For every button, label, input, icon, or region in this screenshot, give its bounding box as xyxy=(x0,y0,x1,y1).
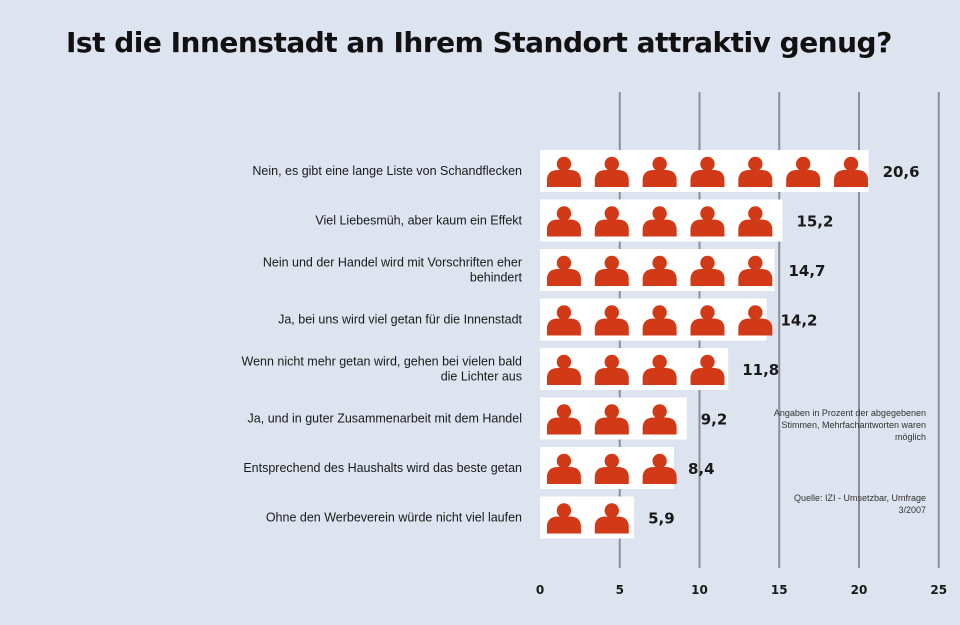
person-icon xyxy=(546,354,581,385)
person-icon xyxy=(690,206,725,237)
person-icon xyxy=(594,206,629,237)
person-icon xyxy=(690,354,725,385)
person-icon xyxy=(738,206,773,237)
person-icon xyxy=(642,354,677,385)
category-label: Nein, es gibt eine lange Liste von Schan… xyxy=(252,164,522,178)
person-icon xyxy=(594,404,629,435)
category-label: Wenn nicht mehr getan wird, gehen bei vi… xyxy=(242,355,523,384)
person-icon xyxy=(594,503,629,534)
person-icon xyxy=(642,305,677,336)
bar-value-label: 15,2 xyxy=(796,213,833,231)
bar-value-label: 20,6 xyxy=(883,163,920,181)
person-icon xyxy=(546,503,581,534)
bar-value-label: 9,2 xyxy=(701,411,728,429)
person-icon xyxy=(594,453,629,484)
bar-value-label: 14,7 xyxy=(788,262,825,280)
person-icon xyxy=(546,255,581,286)
category-label: Nein und der Handel wird mit Vorschrifte… xyxy=(263,256,523,285)
person-icon xyxy=(642,255,677,286)
person-icon xyxy=(690,156,725,187)
person-icon xyxy=(546,156,581,187)
bar-value-label: 11,8 xyxy=(742,361,779,379)
bar-value-label: 5,9 xyxy=(648,510,675,528)
bar-value-label: 14,2 xyxy=(780,312,817,330)
person-icon xyxy=(690,305,725,336)
bar-value-label: 8,4 xyxy=(688,460,715,478)
person-icon xyxy=(594,255,629,286)
x-tick-label: 0 xyxy=(536,583,544,597)
chart-note-source: Quelle: IZI - Umsetzbar, Umfrage 3/2007 xyxy=(793,493,926,515)
person-icon xyxy=(690,255,725,286)
x-tick-label: 20 xyxy=(851,583,868,597)
x-tick-label: 25 xyxy=(930,583,947,597)
person-icon xyxy=(786,156,821,187)
category-label: Entsprechend des Haushalts wird das best… xyxy=(243,461,522,475)
person-icon xyxy=(642,156,677,187)
person-icon xyxy=(738,255,773,286)
person-icon xyxy=(642,453,677,484)
chart-title: Ist die Innenstadt an Ihrem Standort att… xyxy=(66,26,892,59)
person-icon xyxy=(594,156,629,187)
person-icon xyxy=(546,206,581,237)
person-icon xyxy=(546,305,581,336)
person-icon xyxy=(594,305,629,336)
x-tick-label: 15 xyxy=(771,583,788,597)
category-label: Viel Liebesmüh, aber kaum ein Effekt xyxy=(315,214,522,228)
person-icon xyxy=(594,354,629,385)
category-label: Ohne den Werbeverein würde nicht viel la… xyxy=(266,511,522,525)
x-tick-label: 10 xyxy=(691,583,708,597)
person-icon xyxy=(642,404,677,435)
chart-note-basis: Angaben in Prozent der abgegebenen Stimm… xyxy=(773,408,926,442)
category-label: Ja, bei uns wird viel getan für die Inne… xyxy=(278,313,522,327)
person-icon xyxy=(546,453,581,484)
person-icon xyxy=(834,156,869,187)
person-icon xyxy=(546,404,581,435)
x-tick-label: 5 xyxy=(616,583,624,597)
person-icon xyxy=(738,156,773,187)
category-label: Ja, und in guter Zusammenarbeit mit dem … xyxy=(248,412,522,426)
person-icon xyxy=(642,206,677,237)
person-icon xyxy=(738,305,773,336)
